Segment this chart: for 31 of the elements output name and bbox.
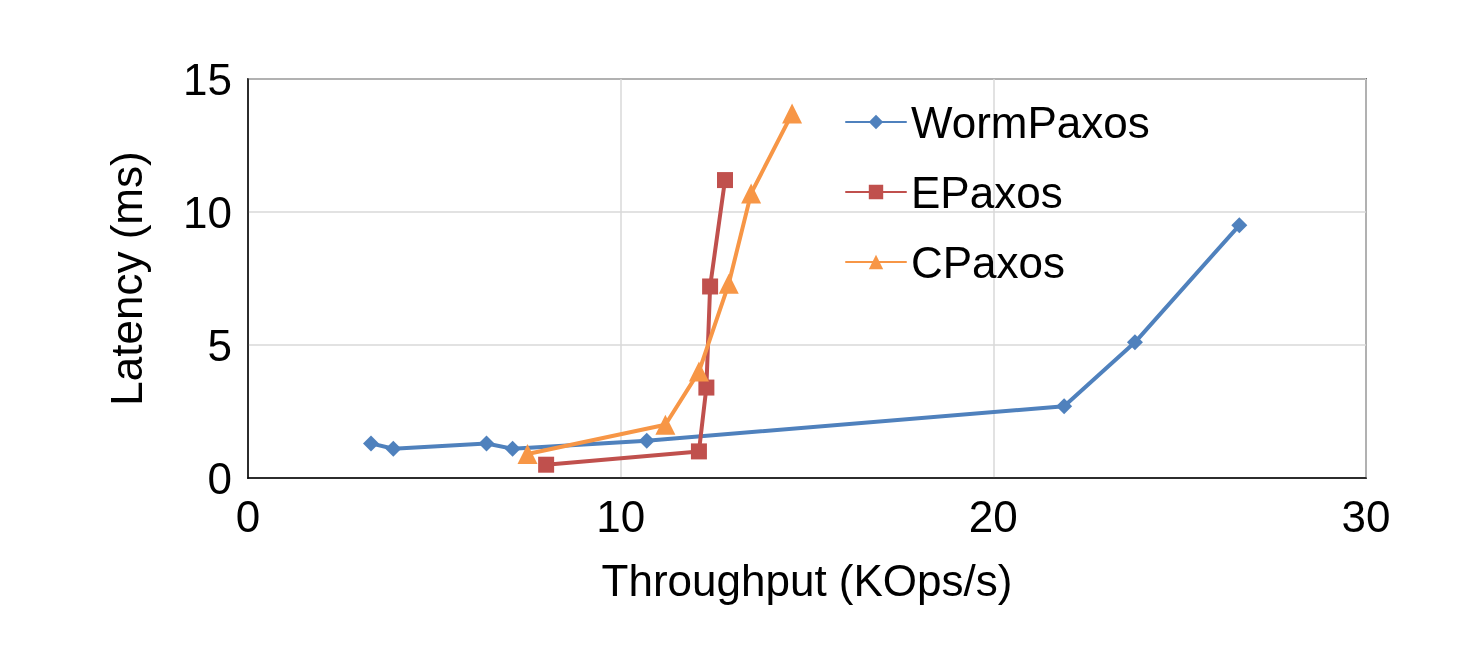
point (478, 435, 495, 452)
y-tick-label: 10 (183, 187, 232, 237)
point (690, 443, 707, 460)
point (362, 435, 379, 452)
legend-label: WormPaxos (911, 97, 1150, 147)
point (1231, 217, 1248, 234)
point (517, 444, 538, 465)
y-axis-title: Latency (ms) (101, 151, 151, 406)
point (698, 379, 715, 396)
legend-label: EPaxos (911, 167, 1063, 217)
y-tick-label: 5 (207, 320, 232, 370)
point (1126, 334, 1143, 351)
point (638, 432, 655, 449)
point (385, 440, 402, 457)
x-tick-label: 10 (596, 491, 646, 541)
point (1056, 398, 1073, 415)
point (718, 273, 739, 294)
x-tick-label: 30 (1341, 491, 1391, 541)
point (702, 278, 719, 295)
x-axis-title: Throughput (KOps/s) (601, 555, 1013, 605)
point (504, 440, 521, 457)
y-tick-label: 0 (207, 453, 232, 503)
legend-label: CPaxos (911, 237, 1066, 287)
point (782, 103, 803, 124)
point (688, 361, 709, 382)
y-tick-label: 15 (183, 54, 232, 104)
point (655, 414, 676, 435)
point (717, 172, 734, 189)
x-tick-label: 20 (968, 491, 1018, 541)
point (538, 456, 555, 473)
point (741, 183, 762, 204)
